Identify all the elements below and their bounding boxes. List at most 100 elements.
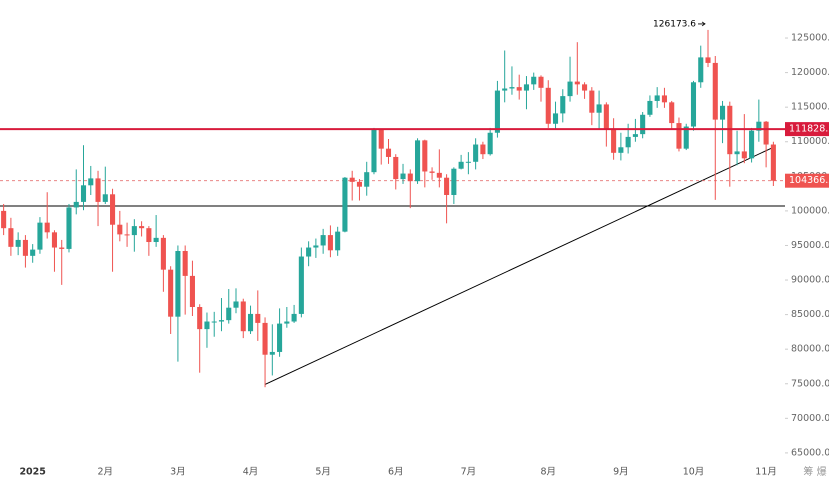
candle-body [88,178,94,186]
candle-body [306,247,312,257]
candle-body [596,104,602,113]
candle-body [451,168,457,195]
candle-body [378,129,384,149]
candle-body [719,105,726,120]
candle-body [211,321,217,323]
candle-body [676,123,682,149]
candle-body [393,156,399,180]
x-tick-label: 3月 [170,467,186,478]
y-tick-label: 100000.0 [791,205,829,216]
candle-body [204,321,210,330]
trend-line [264,146,774,385]
candle-body [683,126,689,149]
candle-body [763,121,769,145]
candle-body [153,237,159,243]
candle-body [284,321,290,324]
candle-body [73,201,79,208]
candle-body [647,100,653,115]
last-price-tag [785,173,829,188]
y-tick-label: 75000.0 [791,378,829,389]
candle-body [95,178,101,202]
candle-body [51,232,58,248]
candle-body [218,320,225,322]
candle-body [458,161,464,169]
candle-body [480,144,486,155]
y-tick-label: 85000.0 [791,309,829,320]
candle-body [349,177,355,182]
candle-body [756,121,762,131]
candle-body [189,275,195,308]
x-tick-label: 4月 [243,467,259,478]
candle-body [131,226,137,236]
level-tag [785,122,829,137]
candle-body [30,249,36,256]
candle-body [102,194,108,202]
candle-body [175,250,181,317]
candle-body [168,269,174,317]
x-tick-label: 2月 [98,467,114,478]
candle-body [139,226,145,229]
y-tick-label: 110000.0 [791,136,829,147]
x-tick-label: 11月 [755,467,777,478]
candle-body [494,90,500,133]
candle-body [313,245,319,248]
last-price-label: 104366.2 [789,175,829,186]
candle-body [117,224,123,235]
candle-body [705,57,711,63]
candle-body [226,307,232,321]
candle-body [110,194,116,225]
candle-body [690,82,697,127]
candle-body [741,151,747,159]
watermark: 筹 爆 [803,465,826,478]
x-tick-label: 2025 [19,467,45,478]
candle-body [603,104,609,130]
candle-body [356,181,362,187]
candle-body [247,313,254,332]
candle-body [291,313,297,322]
candle-body [15,239,21,247]
candle-body [298,256,304,314]
candle-body [465,161,471,163]
peak-label: 126173.6 [653,19,696,29]
candle-body [385,148,392,157]
x-tick-label: 9月 [613,467,629,478]
candle-body [552,113,559,124]
x-tick-label: 6月 [388,467,404,478]
candle-body [327,235,333,251]
candle-body [422,140,428,172]
candle-body [516,87,522,91]
candle-body [560,96,566,114]
candle-body [574,81,580,85]
candle-body [342,177,348,232]
candle-body [567,81,573,97]
candle-body [277,323,283,352]
candle-body [415,140,421,182]
candle-body [320,235,326,246]
candle-body [618,147,624,153]
candle-body [473,144,479,162]
candle-body [364,172,370,187]
candle-body [669,102,675,124]
candle-body [37,222,43,250]
candle-body [233,301,239,308]
candle-body [407,173,413,182]
candle-body [770,144,776,181]
candle-body [335,231,341,251]
y-tick-label: 90000.0 [791,275,829,286]
candle-body [589,90,595,113]
candle-body [523,84,530,91]
candle-body [371,129,377,173]
candle-body [749,130,755,159]
candle-body [509,87,515,89]
y-tick-label: 115000.0 [791,102,829,113]
x-tick-label: 10月 [683,467,705,478]
candle-body [487,132,493,155]
candle-body [640,114,646,135]
candle-body [146,228,152,243]
y-tick-label: 70000.0 [791,413,829,424]
candle-body [712,62,718,120]
candle-body [255,313,261,323]
candle-body [531,76,537,85]
candle-body [582,84,588,91]
